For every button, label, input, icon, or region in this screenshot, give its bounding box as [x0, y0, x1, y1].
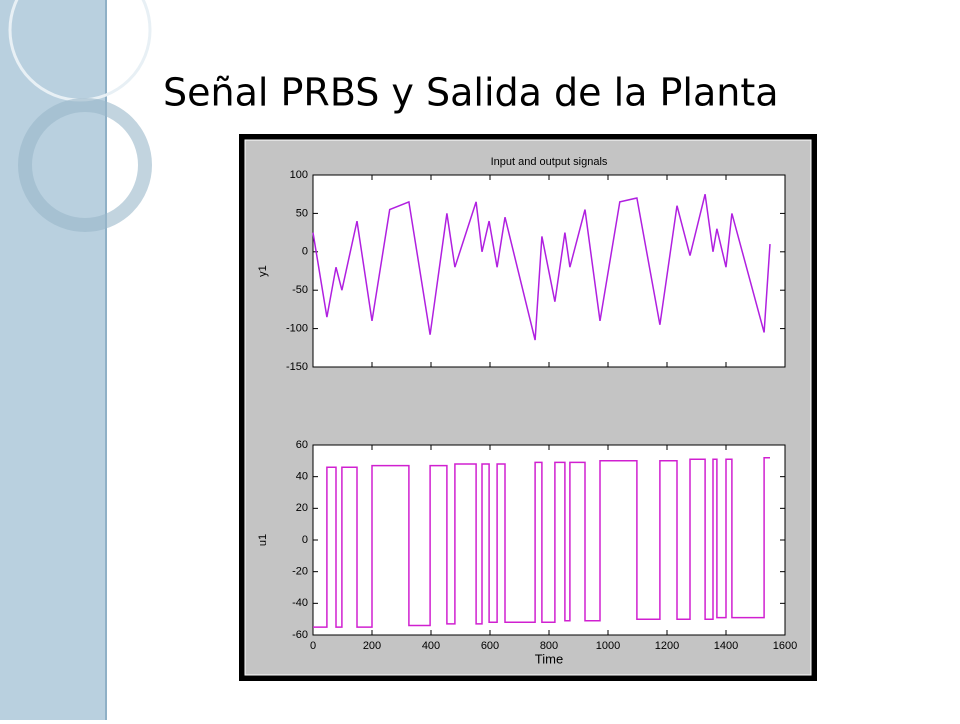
x-tick-label: 1200: [655, 640, 679, 652]
x-tick-label: 0: [310, 640, 316, 652]
y-tick-label: 20: [296, 502, 308, 514]
deco-circle: [18, 98, 152, 232]
y-tick-label: -40: [292, 597, 308, 609]
y-tick-label: -100: [286, 323, 308, 335]
y-tick-label: -60: [292, 629, 308, 641]
x-tick-label: 600: [481, 640, 499, 652]
x-tick-label: 1000: [596, 640, 620, 652]
signal-line: [312, 194, 771, 341]
x-axis-label: Time: [535, 651, 563, 666]
x-tick-label: 400: [422, 640, 440, 652]
x-tick-label: 800: [540, 640, 558, 652]
plot-area: [312, 444, 786, 636]
y-tick-label: 50: [296, 207, 308, 219]
slide-title: Señal PRBS y Salida de la Planta: [163, 71, 779, 115]
x-tick-label: 200: [363, 640, 381, 652]
y-axis-label: u1: [257, 534, 269, 546]
y-tick-label: 60: [296, 439, 308, 451]
y-tick-label: 100: [290, 169, 308, 181]
y-tick-label: -20: [292, 566, 308, 578]
y-tick-label: 0: [302, 534, 308, 546]
chart-title: Input and output signals: [491, 156, 608, 168]
x-tick-label: 1400: [714, 640, 738, 652]
y-tick-label: -150: [286, 361, 308, 373]
x-tick-label: 1600: [773, 640, 797, 652]
y-tick-label: 40: [296, 471, 308, 483]
y-axis-label: y1: [257, 265, 269, 277]
y-tick-label: 0: [302, 246, 308, 258]
signal-line: [313, 456, 770, 628]
y-tick-label: -50: [292, 284, 308, 296]
